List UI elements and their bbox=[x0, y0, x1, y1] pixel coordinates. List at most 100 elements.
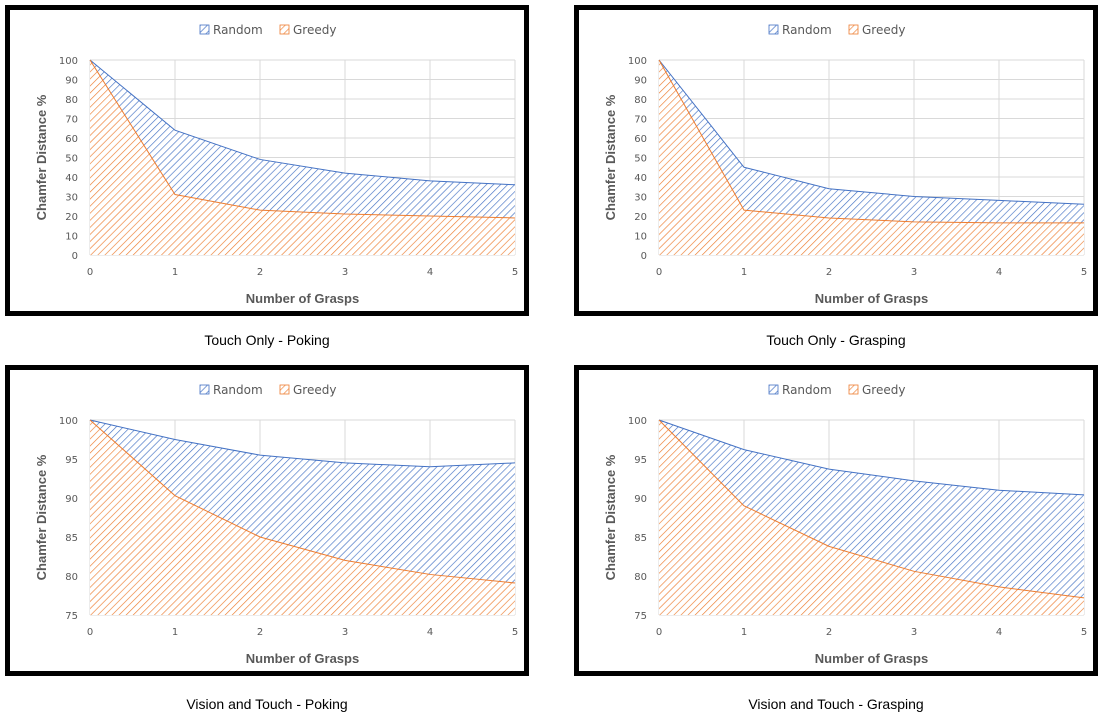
x-tick-label: 4 bbox=[996, 627, 1002, 638]
x-tick-label: 2 bbox=[257, 267, 263, 278]
legend-label-greedy: Greedy bbox=[862, 23, 905, 37]
legend-swatch-greedy bbox=[848, 384, 859, 395]
legend-swatch-random bbox=[768, 384, 779, 395]
chart-svg: 75 80 85 90 95 100 0 1 2 3 4 5 Number of Grasps Chamf… bbox=[603, 383, 1087, 666]
y-tick-label: 95 bbox=[65, 455, 78, 466]
legend-label-random: Random bbox=[213, 383, 263, 397]
line-random bbox=[89, 419, 516, 468]
y-tick-label: 50 bbox=[634, 154, 647, 165]
legend-label-random: Random bbox=[782, 383, 832, 397]
y-tick-label: 90 bbox=[65, 76, 78, 87]
y-tick-label: 50 bbox=[65, 154, 78, 165]
chart-panel-touch-grasping: 0 10 20 30 40 50 60 70 80 90 100 0 1 2 3 4 5 Number of Gr… bbox=[574, 5, 1098, 316]
y-tick-label: 70 bbox=[634, 115, 647, 126]
area-greedy bbox=[90, 60, 515, 255]
line-random bbox=[658, 419, 1085, 496]
x-tick-label: 1 bbox=[741, 267, 747, 278]
x-tick-label: 1 bbox=[172, 627, 178, 638]
y-tick-label: 20 bbox=[634, 212, 647, 223]
line-greedy bbox=[658, 59, 1084, 224]
y-tick-label: 85 bbox=[65, 533, 78, 544]
chart-svg: 0 10 20 30 40 50 60 70 80 90 100 0 1 2 3 4 5 Number of Gr… bbox=[34, 23, 518, 306]
legend-swatch-greedy bbox=[279, 24, 290, 35]
legend: Random Greedy bbox=[768, 383, 905, 397]
area-random bbox=[659, 60, 1084, 255]
x-tick-label: 4 bbox=[427, 627, 433, 638]
x-tick-label: 0 bbox=[87, 627, 93, 638]
y-tick-label: 10 bbox=[634, 232, 647, 243]
x-tick-label: 3 bbox=[342, 267, 348, 278]
line-greedy bbox=[658, 419, 1085, 599]
x-tick-label: 4 bbox=[996, 267, 1002, 278]
x-tick-label: 2 bbox=[826, 267, 832, 278]
x-tick-label: 3 bbox=[911, 267, 917, 278]
y-tick-label: 75 bbox=[65, 611, 78, 622]
y-tick-label: 80 bbox=[65, 95, 78, 106]
area-greedy bbox=[90, 420, 515, 615]
y-tick-label: 80 bbox=[634, 572, 647, 583]
area-greedy bbox=[659, 60, 1084, 255]
chart-panel-vision-touch-poking: 75 80 85 90 95 100 0 1 2 3 4 5 Number of Grasps Chamf… bbox=[5, 365, 529, 676]
y-tick-label: 60 bbox=[634, 134, 647, 145]
legend-label-random: Random bbox=[213, 23, 263, 37]
chart-svg: 0 10 20 30 40 50 60 70 80 90 100 0 1 2 3 4 5 Number of Gr… bbox=[603, 23, 1087, 306]
line-greedy bbox=[89, 419, 516, 584]
x-axis-title: Number of Grasps bbox=[246, 291, 359, 306]
x-tick-label: 5 bbox=[1081, 627, 1087, 638]
y-axis-title: Chamfer Distance % bbox=[34, 454, 49, 580]
x-tick-label: 5 bbox=[512, 627, 518, 638]
x-tick-label: 0 bbox=[656, 627, 662, 638]
x-tick-label: 3 bbox=[911, 627, 917, 638]
y-tick-label: 90 bbox=[634, 76, 647, 87]
legend-swatch-greedy bbox=[279, 384, 290, 395]
line-random bbox=[89, 59, 516, 186]
legend-label-greedy: Greedy bbox=[293, 383, 336, 397]
x-axis-title: Number of Grasps bbox=[815, 651, 928, 666]
legend: Random Greedy bbox=[768, 23, 905, 37]
y-tick-label: 70 bbox=[65, 115, 78, 126]
y-tick-label: 90 bbox=[65, 494, 78, 505]
x-axis-title: Number of Grasps bbox=[815, 291, 928, 306]
chart-caption: Touch Only - Grasping bbox=[766, 332, 906, 348]
area-greedy bbox=[659, 420, 1084, 615]
legend-label-greedy: Greedy bbox=[862, 383, 905, 397]
x-tick-label: 0 bbox=[87, 267, 93, 278]
legend-label-random: Random bbox=[782, 23, 832, 37]
x-tick-label: 5 bbox=[512, 267, 518, 278]
y-tick-label: 100 bbox=[59, 416, 78, 427]
legend: Random Greedy bbox=[199, 383, 336, 397]
y-tick-label: 80 bbox=[634, 95, 647, 106]
y-tick-label: 40 bbox=[634, 173, 647, 184]
y-tick-label: 85 bbox=[634, 533, 647, 544]
legend-label-greedy: Greedy bbox=[293, 23, 336, 37]
y-tick-label: 0 bbox=[72, 251, 78, 262]
y-tick-label: 100 bbox=[628, 56, 647, 67]
y-tick-label: 90 bbox=[634, 494, 647, 505]
chart-caption: Touch Only - Poking bbox=[204, 332, 330, 348]
y-tick-label: 30 bbox=[65, 193, 78, 204]
legend-swatch-random bbox=[199, 24, 210, 35]
x-axis-title: Number of Grasps bbox=[246, 651, 359, 666]
x-tick-label: 4 bbox=[427, 267, 433, 278]
x-tick-label: 1 bbox=[172, 267, 178, 278]
legend-swatch-greedy bbox=[848, 24, 859, 35]
legend-swatch-random bbox=[199, 384, 210, 395]
y-axis-title: Chamfer Distance % bbox=[603, 454, 618, 580]
y-tick-label: 95 bbox=[634, 455, 647, 466]
chart-panel-touch-poking: 0 10 20 30 40 50 60 70 80 90 100 0 1 2 3 4 5 Number of Gr… bbox=[5, 5, 529, 316]
y-tick-label: 20 bbox=[65, 212, 78, 223]
y-tick-label: 40 bbox=[65, 173, 78, 184]
x-tick-label: 5 bbox=[1081, 267, 1087, 278]
line-random bbox=[658, 59, 1085, 205]
y-tick-label: 100 bbox=[59, 56, 78, 67]
legend-swatch-random bbox=[768, 24, 779, 35]
x-tick-label: 0 bbox=[656, 267, 662, 278]
chart-caption: Vision and Touch - Grasping bbox=[748, 696, 924, 712]
y-tick-label: 100 bbox=[628, 416, 647, 427]
chart-panel-vision-touch-grasping: 75 80 85 90 95 100 0 1 2 3 4 5 Number of Grasps Chamf… bbox=[574, 365, 1098, 676]
y-tick-label: 60 bbox=[65, 134, 78, 145]
x-tick-label: 3 bbox=[342, 627, 348, 638]
line-greedy bbox=[89, 59, 516, 219]
chart-caption: Vision and Touch - Poking bbox=[186, 696, 348, 712]
chart-svg: 75 80 85 90 95 100 0 1 2 3 4 5 Number of Grasps Chamf… bbox=[34, 383, 518, 666]
